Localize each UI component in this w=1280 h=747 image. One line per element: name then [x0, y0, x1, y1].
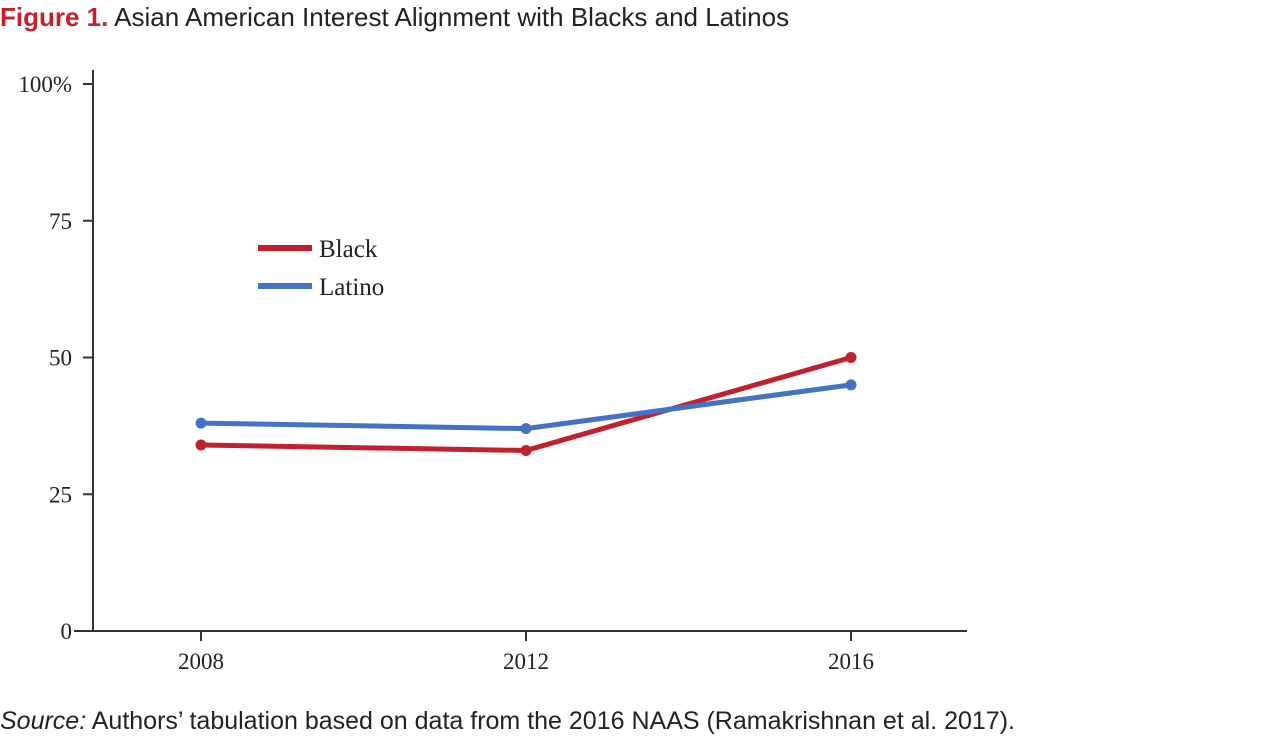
- data-point-black: [845, 352, 857, 363]
- x-tick-label: 2012: [503, 649, 549, 674]
- source-note: Source: Authors’ tabulation based on dat…: [0, 707, 1015, 736]
- y-tick-label: 0: [61, 619, 73, 644]
- y-tick-label: 25: [49, 482, 72, 507]
- line-chart: 0 25 50 75 100% 2008 2012 2016 Black Latino: [18, 70, 967, 674]
- x-tick-label: 2008: [178, 649, 224, 674]
- data-point-latino: [520, 423, 532, 435]
- y-tick-label: 75: [49, 209, 72, 234]
- x-tick-label: 2016: [828, 649, 874, 674]
- series-line-latino: [198, 382, 854, 432]
- y-tick-label: 50: [49, 346, 72, 371]
- data-point-black: [195, 439, 207, 451]
- series-line-black: [198, 355, 854, 453]
- figure-label: Figure 1.: [0, 2, 109, 32]
- data-point-latino: [195, 417, 207, 429]
- y-tick-label: 100%: [18, 72, 72, 97]
- x-axis-ticks: 2008 2012 2016: [178, 631, 874, 674]
- data-point-latino: [845, 379, 857, 391]
- chart-axes: [74, 70, 967, 632]
- chart-legend: Black Latino: [258, 236, 384, 301]
- legend-label-latino: Latino: [319, 274, 384, 301]
- data-point-black: [520, 444, 532, 456]
- figure-title: Figure 1. Asian American Interest Alignm…: [0, 0, 789, 36]
- legend-label-black: Black: [319, 236, 378, 263]
- source-text: Authors’ tabulation based on data from t…: [86, 707, 1015, 735]
- y-axis-ticks: 0 25 50 75 100%: [18, 72, 93, 644]
- series-layer: [195, 352, 857, 456]
- figure-title-text: Asian American Interest Alignment with B…: [114, 2, 790, 32]
- source-prefix: Source:: [0, 707, 87, 735]
